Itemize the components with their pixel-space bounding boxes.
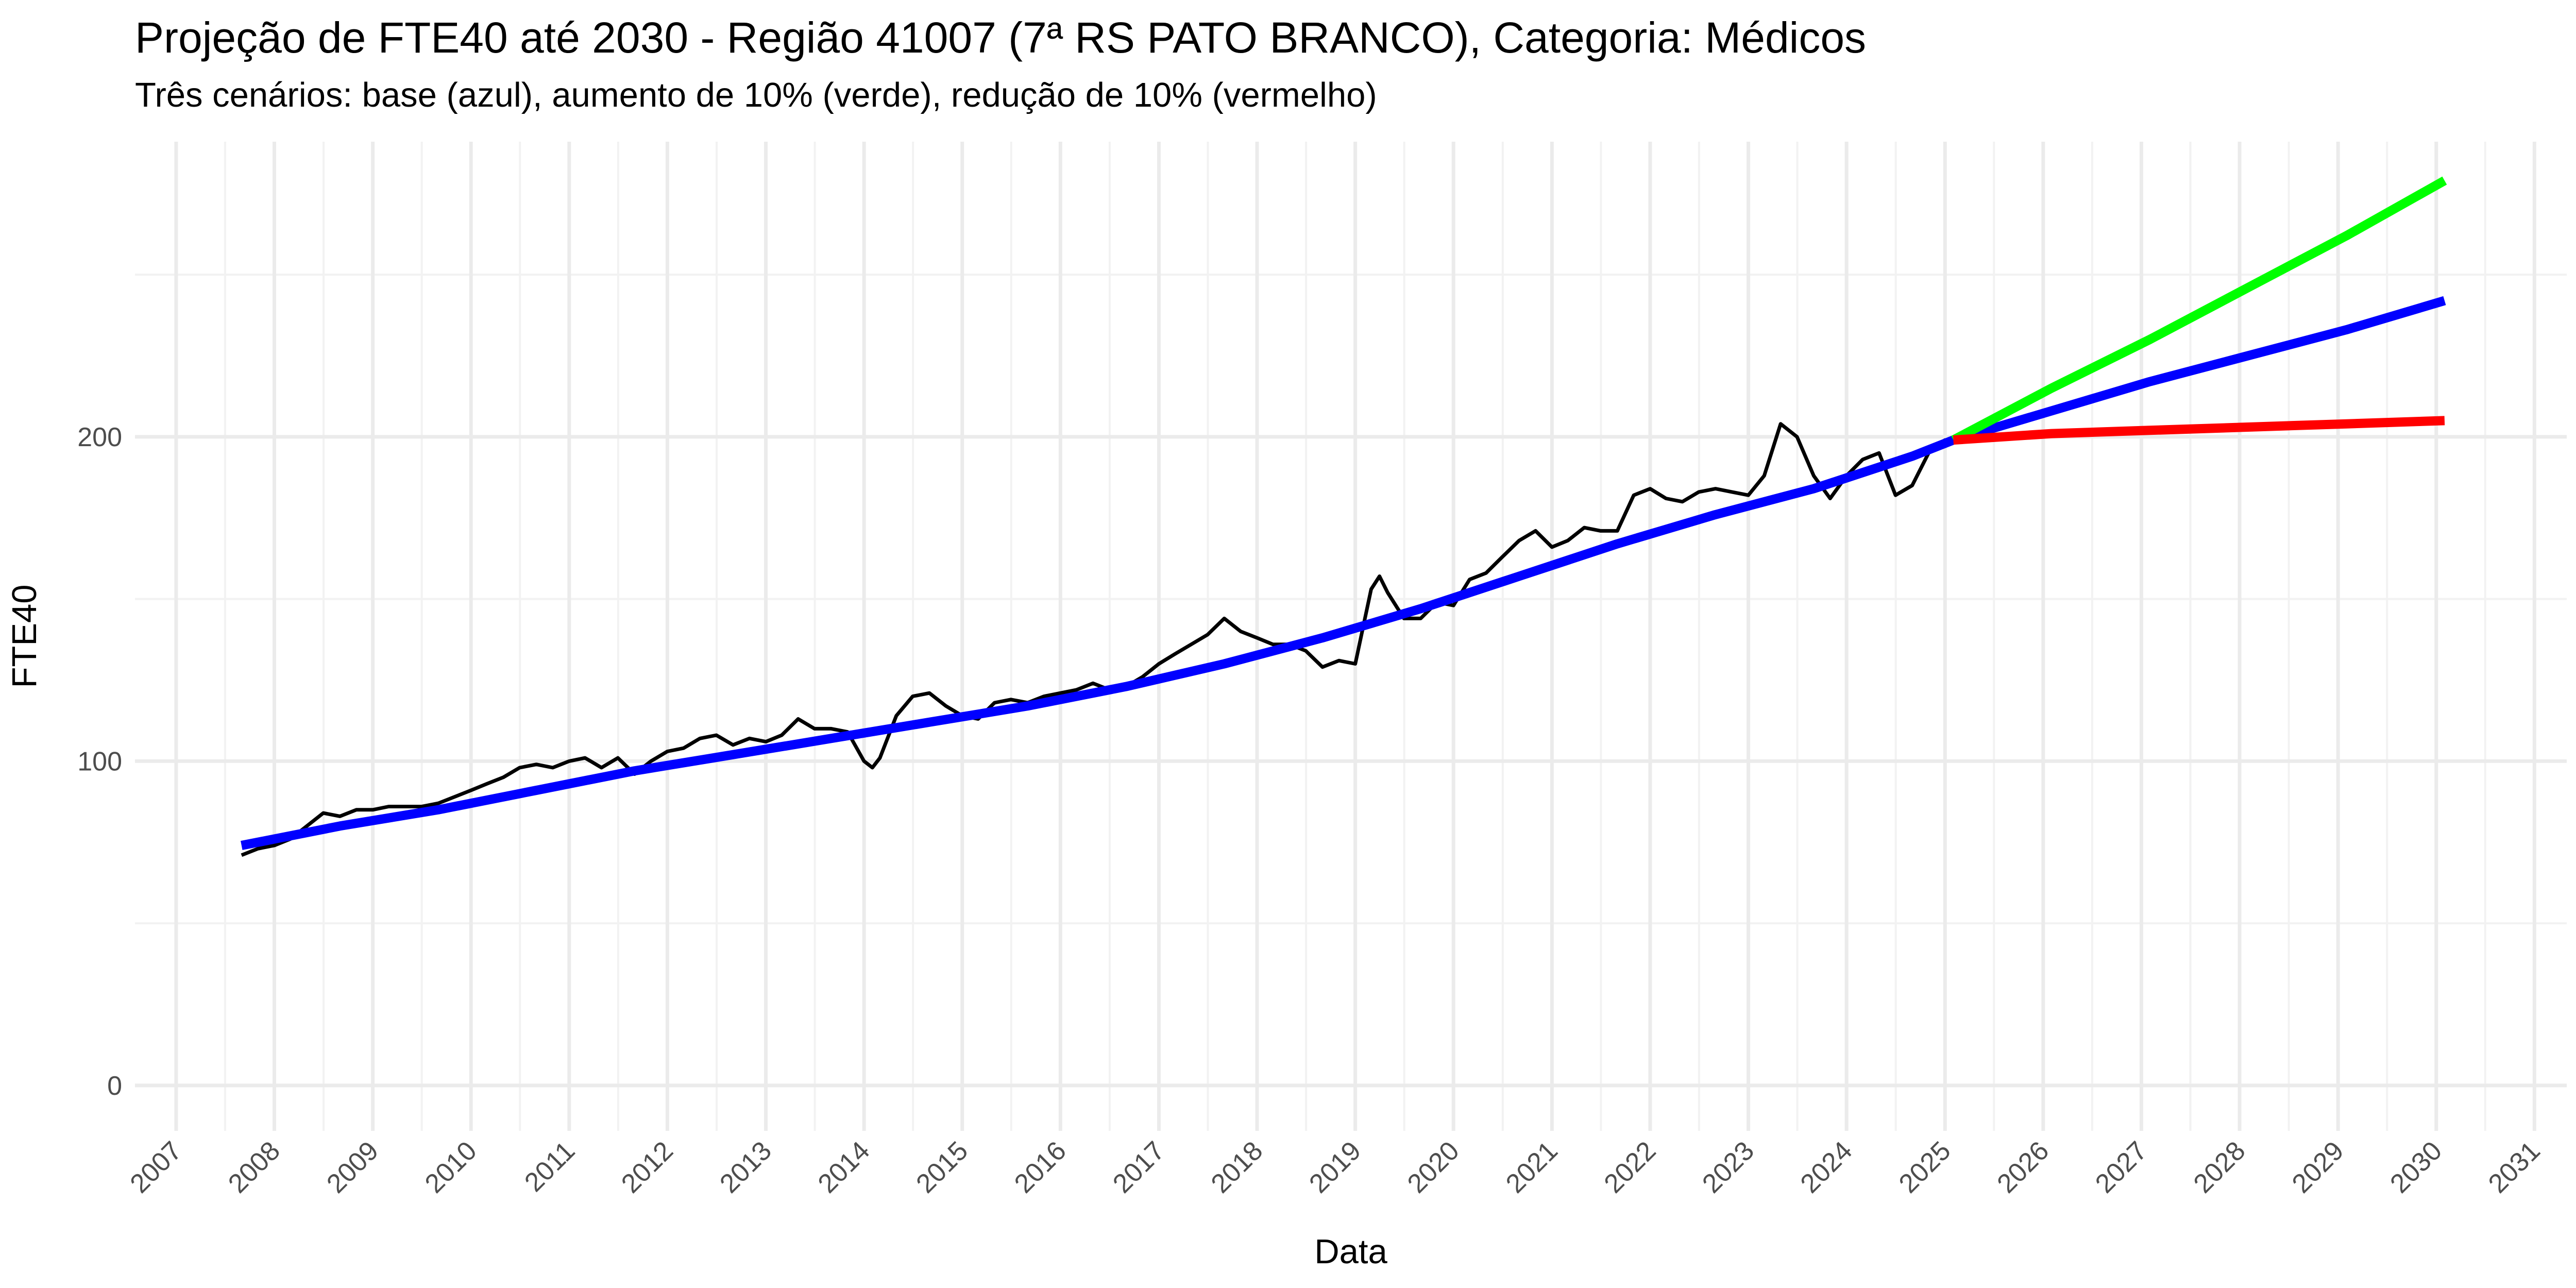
x-tick-label: 2027 [2090, 1136, 2153, 1199]
y-axis-title: FTE40 [5, 584, 44, 688]
x-tick-label: 2026 [1992, 1136, 2055, 1199]
y-tick-label: 200 [77, 422, 122, 452]
x-tick-label: 2007 [125, 1136, 188, 1199]
base-scenario-line [241, 296, 2446, 850]
x-tick-label: 2011 [519, 1136, 581, 1197]
y-tick-label: 0 [107, 1071, 122, 1101]
x-tick-label: 2008 [223, 1136, 286, 1199]
x-tick-label: 2012 [616, 1136, 679, 1199]
x-tick-label: 2021 [1500, 1136, 1564, 1199]
x-axis-title: Data [1314, 1232, 1387, 1271]
y-tick-label: 100 [77, 747, 122, 776]
x-tick-label: 2020 [1402, 1136, 1465, 1199]
x-tick-label: 2009 [321, 1136, 384, 1199]
x-tick-label: 2014 [812, 1136, 876, 1199]
observed-series-line [241, 422, 1961, 857]
x-tick-label: 2018 [1206, 1136, 1269, 1199]
chart-title: Projeção de FTE40 até 2030 - Região 4100… [135, 13, 1867, 62]
chart-subtitle: Três cenários: base (azul), aumento de 1… [135, 76, 1377, 114]
x-tick-label: 2024 [1795, 1136, 1858, 1199]
x-tick-label: 2025 [1893, 1136, 1957, 1199]
x-tick-label: 2013 [714, 1136, 777, 1199]
x-tick-label: 2023 [1697, 1136, 1760, 1199]
increase-scenario-line [1951, 176, 2447, 445]
x-tick-label: 2017 [1107, 1136, 1171, 1199]
x-tick-label: 2031 [2483, 1136, 2546, 1199]
decrease-scenario-line [1953, 416, 2445, 445]
x-tick-label: 2010 [419, 1136, 483, 1199]
x-tick-label: 2016 [1009, 1136, 1072, 1199]
x-tick-label: 2028 [2188, 1136, 2251, 1199]
x-tick-label: 2030 [2384, 1136, 2448, 1199]
x-tick-label: 2019 [1303, 1136, 1367, 1199]
x-tick-label: 2029 [2286, 1136, 2350, 1199]
x-tick-label: 2022 [1599, 1136, 1662, 1199]
x-tick-label: 2015 [910, 1136, 974, 1199]
